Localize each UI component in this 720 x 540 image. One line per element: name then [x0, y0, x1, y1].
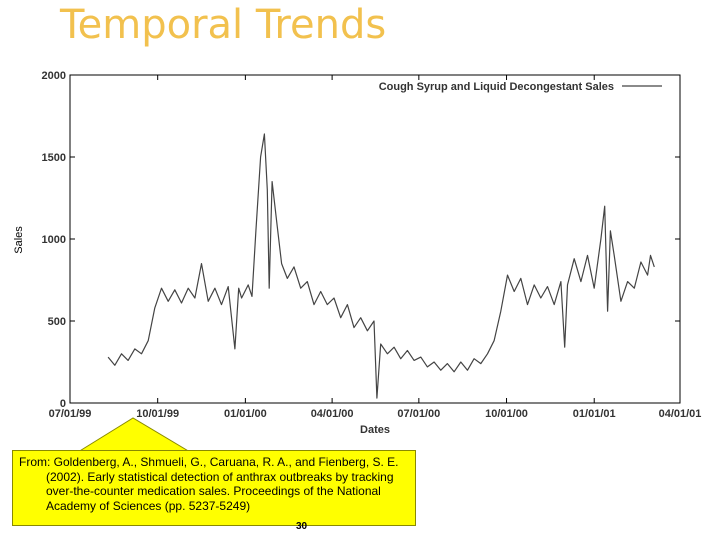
- citation-line-3: over-the-counter medication sales. Proce…: [46, 484, 381, 498]
- y-tick-label: 1500: [42, 152, 66, 164]
- x-tick-label: 04/01/00: [311, 408, 354, 420]
- citation-line-2: (2002). Early statistical detection of a…: [46, 469, 394, 484]
- y-tick-label: 0: [60, 398, 66, 410]
- x-tick-label: 04/01/01: [659, 408, 702, 420]
- citation-callout: From: Goldenberg, A., Shmueli, G., Carua…: [12, 450, 416, 526]
- y-tick-label: 1000: [42, 234, 66, 246]
- x-axis-label: Dates: [360, 424, 390, 436]
- x-tick-label: 07/01/00: [397, 408, 440, 420]
- y-tick-label: 500: [48, 316, 66, 328]
- sales-series-line: [107, 133, 655, 399]
- x-tick-label: 07/01/99: [49, 408, 92, 420]
- slide-title: Temporal Trends: [60, 2, 387, 48]
- citation-line-4: Academy of Sciences (pp. 5237-5249): [46, 498, 251, 513]
- y-axis-label: Sales: [13, 226, 25, 254]
- x-tick-label: 01/01/00: [224, 408, 267, 420]
- x-tick-label: 01/01/01: [573, 408, 616, 420]
- x-tick-label: 10/01/00: [485, 408, 528, 420]
- y-tick-label: 2000: [42, 70, 66, 82]
- x-tick-label: 10/01/99: [136, 408, 179, 420]
- citation-line-1: From: Goldenberg, A., Shmueli, G., Carua…: [19, 455, 399, 469]
- page-number: 30: [296, 521, 308, 532]
- legend-label: Cough Syrup and Liquid Decongestant Sale…: [379, 81, 614, 93]
